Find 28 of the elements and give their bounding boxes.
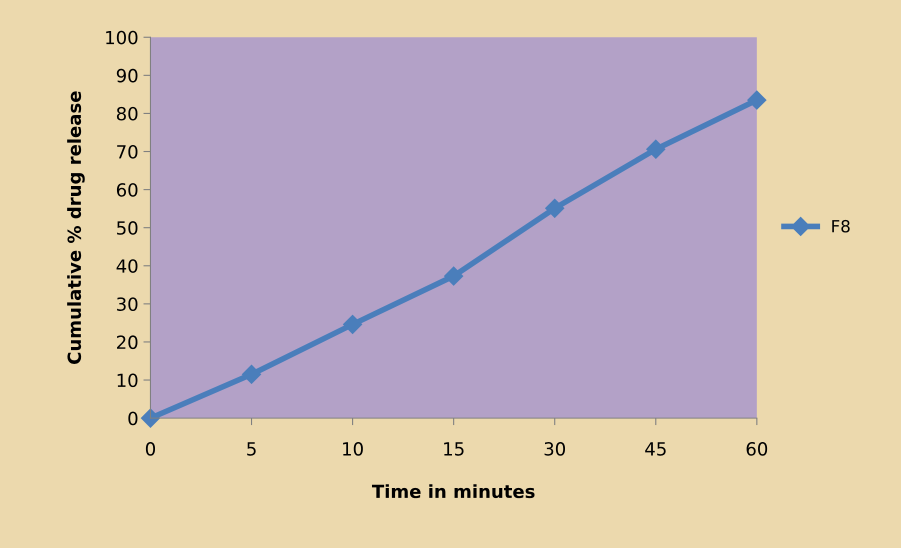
x-tick-label: 45 — [645, 442, 666, 456]
y-tick-label: 50 — [117, 221, 138, 235]
x-tick-label: 30 — [544, 442, 566, 456]
point — [140, 408, 160, 428]
point — [545, 198, 564, 218]
legend-label: F8 — [832, 220, 850, 233]
y-tick-label: 80 — [116, 106, 138, 121]
point — [242, 364, 262, 384]
y-tick-label: 40 — [116, 259, 138, 273]
x-tick-label: 0 — [146, 442, 156, 456]
y-tick-label: 0 — [128, 412, 138, 426]
point — [444, 266, 464, 286]
y-tick-label: 100 — [106, 30, 138, 44]
x-tick-label: 60 — [746, 442, 768, 456]
x-tick-label: 15 — [444, 442, 464, 456]
y-axis-title: Cumulative % drug release — [67, 91, 85, 364]
y-tick-label: 30 — [117, 297, 138, 311]
point — [646, 140, 666, 159]
x-tick-label: 10 — [343, 442, 363, 456]
y-tick-label: 70 — [117, 144, 138, 159]
y-tick-label: 60 — [116, 183, 138, 197]
y-tick-label: 10 — [118, 373, 138, 388]
y-tick-label: 20 — [117, 335, 138, 350]
x-axis-title: Time in minutes — [372, 484, 535, 498]
point — [747, 90, 766, 110]
y-tick-label: 90 — [116, 68, 138, 82]
x-tick-label: 5 — [247, 442, 256, 456]
point — [343, 314, 362, 334]
